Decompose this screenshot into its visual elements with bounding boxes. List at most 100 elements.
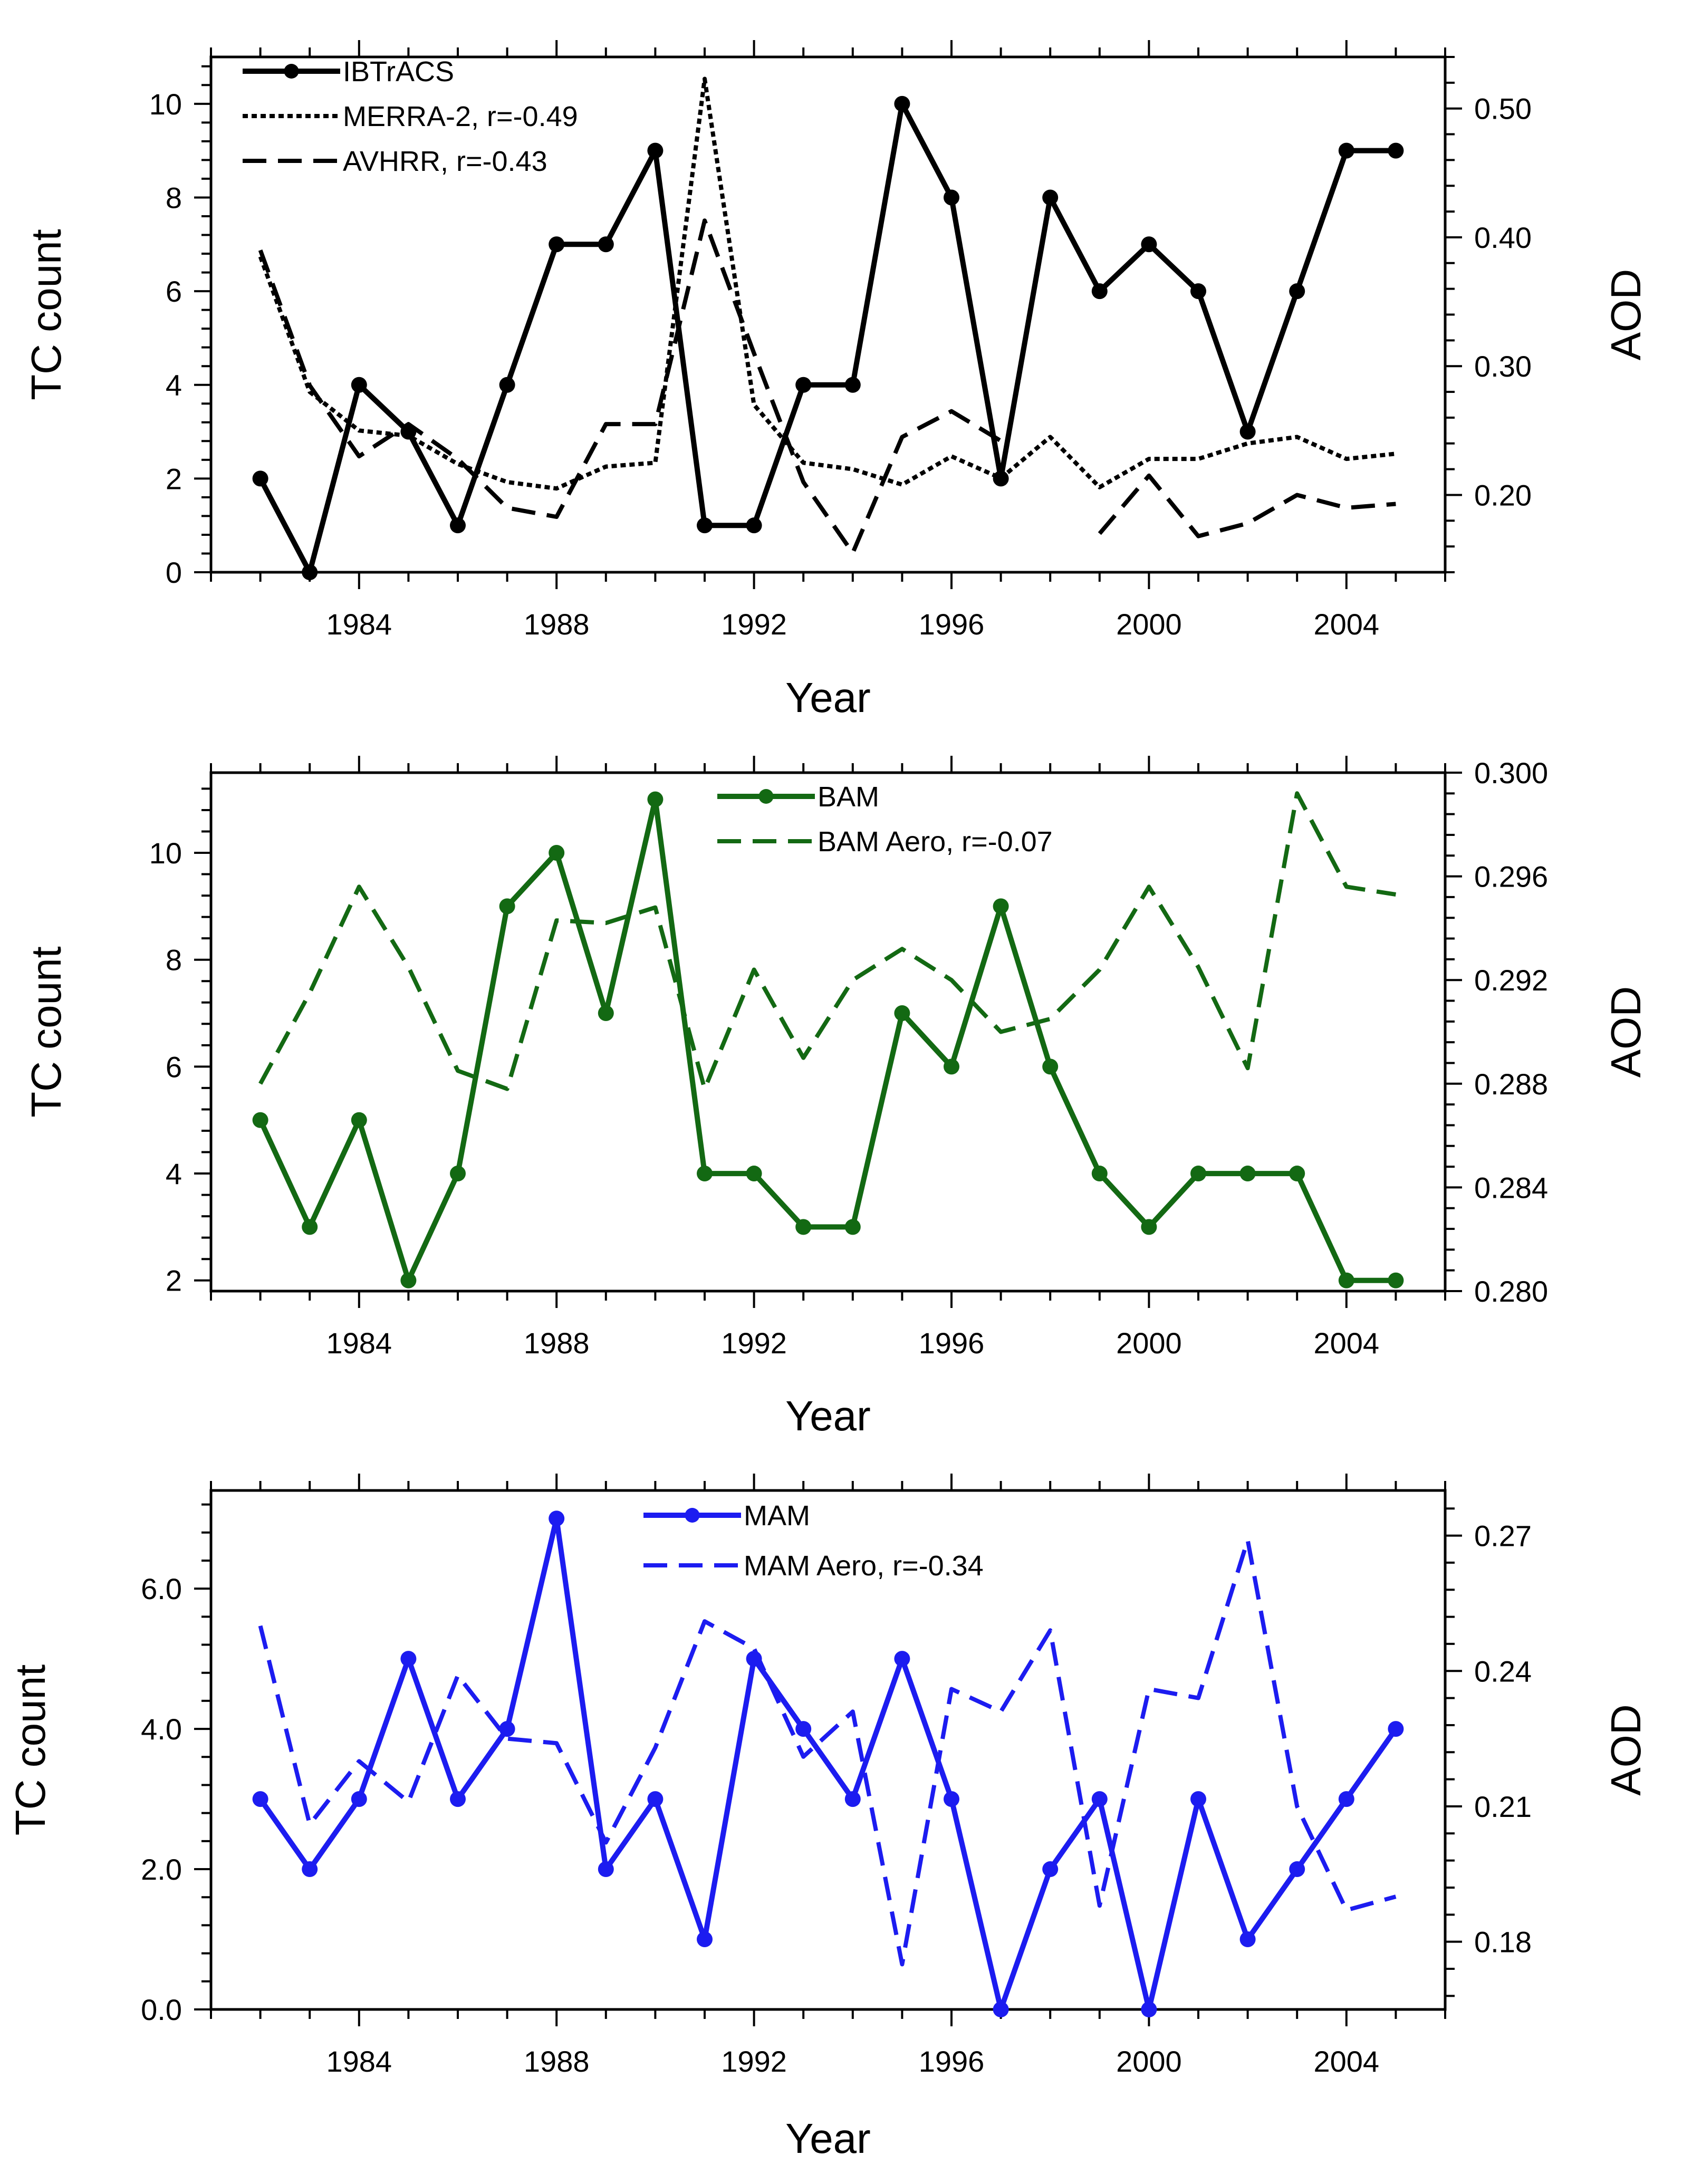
series-line bbox=[1098, 473, 1396, 538]
x-tick-label: 2004 bbox=[1314, 608, 1380, 641]
data-point bbox=[746, 517, 762, 534]
y-tick-label: 2.0 bbox=[141, 1853, 182, 1886]
series-line bbox=[258, 76, 1396, 491]
data-point bbox=[1042, 1861, 1059, 1878]
series-line bbox=[258, 796, 1396, 1283]
x-tick-label: 2000 bbox=[1116, 1326, 1182, 1360]
data-point bbox=[598, 1861, 614, 1878]
data-point bbox=[697, 1931, 713, 1948]
data-point bbox=[1091, 283, 1108, 300]
plot-frame bbox=[209, 1489, 1447, 2011]
legend-label: BAM bbox=[818, 781, 879, 813]
data-point bbox=[1190, 1791, 1206, 1807]
y2-tick-label: 0.292 bbox=[1474, 964, 1548, 997]
y-tick-label: 2 bbox=[166, 1264, 182, 1297]
data-point bbox=[252, 470, 268, 487]
data-point bbox=[894, 95, 910, 112]
y2-tick-label: 0.30 bbox=[1474, 350, 1532, 383]
data-point bbox=[400, 1272, 417, 1288]
series-solid-markers-0 bbox=[252, 95, 1404, 580]
y-tick-label: 4 bbox=[166, 369, 182, 402]
y-tick-label: 6 bbox=[166, 1050, 182, 1083]
data-point bbox=[252, 1791, 268, 1807]
data-point bbox=[944, 189, 959, 206]
data-point bbox=[499, 377, 515, 393]
data-point bbox=[1289, 283, 1305, 300]
legend-marker bbox=[685, 1508, 700, 1523]
y2-axis-title: AOD bbox=[1602, 269, 1649, 360]
series-line bbox=[258, 1538, 1397, 1967]
data-point bbox=[1388, 1721, 1404, 1737]
data-point bbox=[598, 1005, 614, 1022]
data-point bbox=[1042, 1059, 1059, 1075]
x-tick-label: 1984 bbox=[326, 2045, 392, 2078]
x-axis-title: Year bbox=[785, 1392, 871, 1439]
data-point bbox=[697, 517, 713, 534]
data-point bbox=[1388, 1272, 1404, 1288]
data-point bbox=[1091, 1166, 1108, 1182]
plot-frame bbox=[209, 55, 1447, 574]
legend-marker bbox=[758, 789, 774, 804]
series-dashed-1 bbox=[258, 1538, 1397, 1967]
y2-tick-label: 0.21 bbox=[1474, 1790, 1532, 1823]
data-point bbox=[351, 1791, 367, 1807]
x-tick-label: 1996 bbox=[919, 608, 985, 641]
series-line bbox=[258, 218, 1002, 555]
series-line bbox=[258, 1516, 1398, 2012]
data-point bbox=[993, 2002, 1009, 2017]
x-tick-label: 1988 bbox=[524, 2045, 590, 2078]
data-point bbox=[549, 845, 565, 861]
data-point bbox=[697, 1166, 713, 1182]
legend-label: IBTrACS bbox=[343, 56, 454, 88]
data-point bbox=[1388, 142, 1404, 159]
data-point bbox=[1141, 1219, 1157, 1235]
y2-tick-label: 0.50 bbox=[1474, 92, 1532, 126]
y-axis-title: TC count bbox=[7, 1665, 54, 1836]
x-tick-label: 1984 bbox=[326, 608, 392, 641]
x-tick-label: 1996 bbox=[919, 2045, 985, 2078]
data-point bbox=[647, 142, 664, 159]
data-point bbox=[1190, 283, 1206, 300]
legend: BAM BAM Aero, r=-0.07 bbox=[717, 781, 1053, 858]
legend: MAM MAM Aero, r=-0.34 bbox=[643, 1500, 984, 1582]
data-point bbox=[450, 1791, 466, 1807]
x-tick-label: 1992 bbox=[721, 2045, 787, 2078]
data-point bbox=[1091, 1791, 1108, 1807]
legend-marker bbox=[284, 64, 299, 79]
data-point bbox=[1338, 142, 1354, 159]
y2-tick-label: 0.288 bbox=[1474, 1067, 1548, 1101]
y2-axis-title: AOD bbox=[1602, 1704, 1649, 1795]
data-point bbox=[944, 1059, 959, 1075]
x-tick-label: 2000 bbox=[1116, 608, 1182, 641]
x-axis-title: Year bbox=[785, 674, 871, 721]
y-tick-label: 8 bbox=[166, 944, 182, 977]
data-point bbox=[499, 1721, 515, 1737]
data-point bbox=[1338, 1272, 1354, 1288]
data-point bbox=[844, 1791, 861, 1807]
data-point bbox=[1239, 424, 1256, 440]
y-tick-label: 8 bbox=[166, 181, 182, 214]
data-point bbox=[1289, 1166, 1305, 1182]
series-dotted-1 bbox=[258, 76, 1396, 491]
data-point bbox=[351, 1112, 367, 1128]
y2-tick-label: 0.280 bbox=[1474, 1275, 1548, 1308]
x-tick-label: 1992 bbox=[721, 1326, 787, 1360]
data-point bbox=[351, 377, 367, 393]
y-tick-label: 0 bbox=[166, 556, 182, 589]
x-tick-label: 2000 bbox=[1116, 2045, 1182, 2078]
data-point bbox=[746, 1166, 762, 1182]
data-point bbox=[1042, 189, 1059, 206]
x-tick-label: 2004 bbox=[1314, 2045, 1380, 2078]
series-dashed-2 bbox=[258, 218, 1396, 555]
data-point bbox=[894, 1651, 910, 1667]
y-tick-label: 4 bbox=[166, 1157, 182, 1190]
y2-axis-title: AOD bbox=[1602, 986, 1649, 1077]
series-dashed-1 bbox=[258, 791, 1397, 1091]
x-tick-label: 1996 bbox=[919, 1326, 985, 1360]
data-point bbox=[795, 377, 812, 393]
y-axis-title: TC count bbox=[23, 946, 70, 1118]
y2-tick-label: 0.284 bbox=[1474, 1171, 1548, 1204]
x-tick-label: 1988 bbox=[524, 1326, 590, 1360]
legend-label: AVHRR, r=-0.43 bbox=[343, 146, 547, 177]
data-point bbox=[1141, 2002, 1157, 2017]
